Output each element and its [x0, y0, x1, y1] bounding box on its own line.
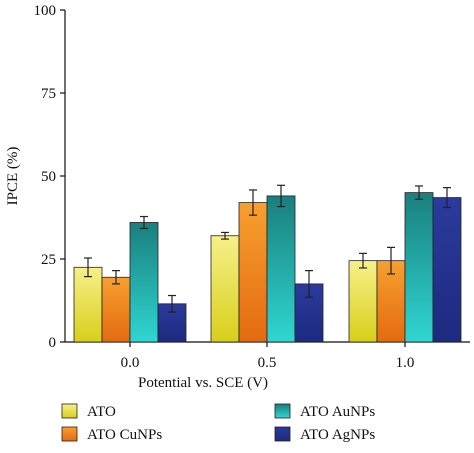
y-tick-label: 100: [34, 3, 57, 19]
legend-swatch: [274, 426, 291, 442]
bar-ato-agnps: [432, 197, 462, 343]
y-tick-label: 75: [41, 86, 56, 102]
bar-ato-cunps: [101, 276, 131, 343]
bar-ato-aunps: [129, 222, 159, 343]
legend-label: ATO: [87, 404, 116, 420]
legend-label: ATO AgNPs: [300, 427, 375, 443]
bar-ato: [73, 266, 103, 343]
legend-swatch: [274, 403, 291, 419]
bar-ato: [348, 260, 378, 343]
legend-swatch: [61, 426, 78, 442]
bar-ato-aunps: [266, 195, 296, 343]
bar-ato-aunps: [404, 192, 434, 343]
bar-ato: [210, 235, 240, 343]
legend-label: ATO AuNPs: [300, 404, 375, 420]
x-axis-label: Potential vs. SCE (V): [138, 375, 268, 391]
legend-label: ATO CuNPs: [87, 427, 162, 443]
x-tick-label: 0.5: [258, 355, 277, 371]
bar-ato-cunps: [238, 202, 268, 343]
error-bars: [84, 184, 451, 313]
y-axis: 0 25 50 75 100: [34, 3, 66, 351]
bar-ato-cunps: [376, 260, 406, 343]
y-tick-label: 50: [41, 169, 56, 185]
y-tick-label: 0: [49, 335, 57, 351]
bars: [73, 192, 462, 343]
x-tick-label: 0.0: [121, 355, 140, 371]
y-tick-label: 25: [41, 252, 56, 268]
x-tick-label: 1.0: [396, 355, 415, 371]
legend: ATO ATO AuNPs ATO CuNPs ATO AgNPs: [61, 403, 375, 443]
legend-swatch: [61, 403, 78, 419]
y-axis-label: IPCE (%): [5, 147, 21, 206]
x-axis: 0.0 0.5 1.0: [65, 341, 470, 371]
